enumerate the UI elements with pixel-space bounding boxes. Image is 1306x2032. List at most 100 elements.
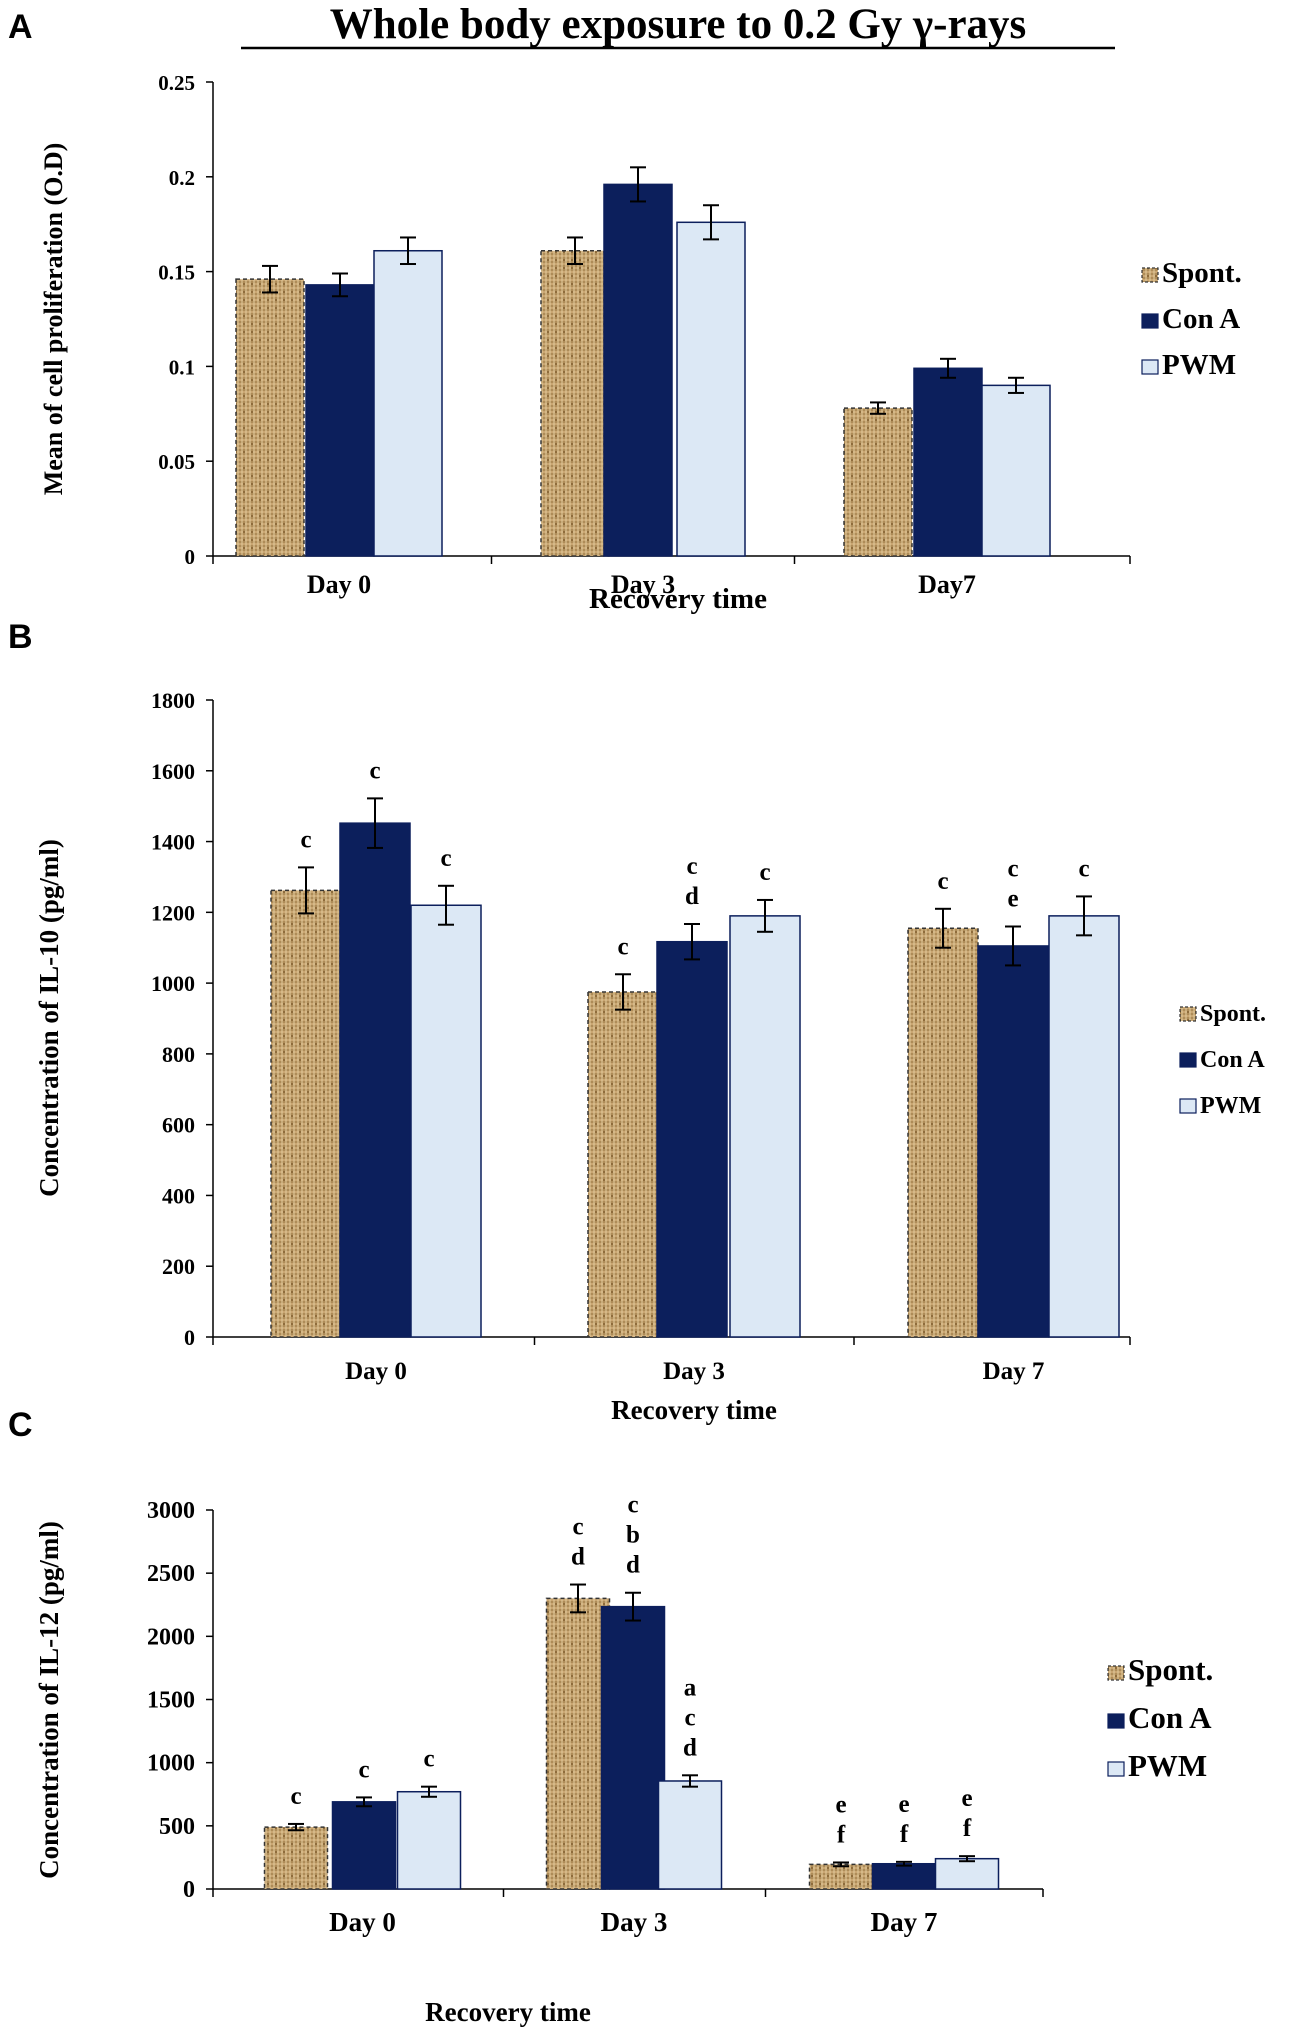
panel-c-legend-label-cona: Con A [1128,1700,1212,1735]
panel-c-legend-label-pwm: PWM [1128,1748,1207,1783]
panel-b-bar-cona-2 [656,940,728,1338]
panel-b-bar-spont-2 [587,991,659,1338]
panel-label-c: C [8,1406,33,1444]
panel-b-bar-pwm-2 [729,915,801,1338]
panel-b-sig-letter: c [617,933,628,960]
panel-c-bar-cona-2 [600,1605,666,1890]
panel-a-bar-cona-2 [603,183,673,557]
panel-b-sig-letter: c [440,845,451,872]
panel-c-y-tick-label: 2500 [147,1561,195,1587]
panel-b-legend-label-spont: Spont. [1200,1001,1266,1027]
panel-c-legend-swatch-spont [1107,1665,1125,1681]
panel-b-sig-letter: c [300,826,311,853]
panel-b-legend-swatch-pwm [1179,1098,1197,1114]
panel-a-x-axis-title: Recovery time [589,583,767,615]
panel-label-b: B [8,618,33,656]
panel-c-sig-letter: e [961,1785,972,1812]
panel-a-legend-label-pwm: PWM [1162,349,1236,381]
panel-a-y-tick-label: 0.05 [158,450,195,474]
panel-c-y-tick-label: 3000 [147,1498,195,1524]
figure-title: Whole body exposure to 0.2 Gy γ-rays [330,1,1027,48]
panel-b-y-tick-label: 1400 [151,830,195,855]
panel-c-sig-letter: c [572,1514,583,1541]
panel-c-bar-cona-3 [871,1862,937,1890]
panel-c-sig-letter: c [358,1756,369,1783]
panel-c-legend-swatch-pwm [1107,1761,1125,1777]
panel-c-y-tick-label: 500 [159,1814,195,1840]
panel-b-sig-letter: e [1007,885,1018,912]
panel-c-sig-letter: c [290,1783,301,1810]
panel-b-sig-letter: c [937,868,948,895]
panel-b-y-tick-label: 200 [162,1254,195,1279]
panel-c-sig-letter: f [837,1821,846,1848]
panel-b-legend-swatch-cona [1179,1052,1197,1068]
panel-b-bar-cona-3 [977,945,1049,1338]
panel-c-y-tick-label: 2000 [147,1624,195,1650]
panel-c-y-tick-label: 0 [183,1877,195,1903]
panel-b-y-tick-label: 1800 [151,688,195,713]
panel-c-category-label: Day 3 [601,1907,668,1937]
panel-a-bar-pwm-2 [676,221,746,557]
panel-c-y-tick-label: 1500 [147,1688,195,1714]
panel-b-y-tick-label: 1000 [151,971,195,996]
panel-a-y-tick-label: 0.25 [158,71,195,95]
panel-b-sig-letter: c [759,859,770,886]
panel-a-legend-swatch-cona [1141,313,1159,329]
panel-b-sig-letter: c [1078,855,1089,882]
panel-a-legend-label-spont: Spont. [1162,257,1242,289]
panel-c-sig-letter: f [900,1821,909,1848]
panel-b-category-label: Day 3 [663,1358,725,1385]
panel-a-legend-label-cona: Con A [1162,303,1240,335]
panel-c-sig-letter: d [683,1734,697,1761]
panel-b-legend-label-cona: Con A [1200,1047,1265,1073]
panel-b-x-axis-title: Recovery time [611,1395,777,1425]
panel-c-bar-spont-1 [263,1826,329,1890]
panel-b-sig-letter: c [686,853,697,880]
panel-b-sig-letter: c [1007,855,1018,882]
panel-b-bar-pwm-1 [410,904,482,1338]
panel-b-y-tick-label: 400 [162,1183,195,1208]
panel-a-category-label: Day7 [918,570,976,599]
panel-c-sig-letter: d [626,1552,640,1579]
panel-c-sig-letter: c [627,1492,638,1519]
panel-b-legend-swatch-spont [1179,1006,1197,1022]
panel-a-y-tick-label: 0.2 [169,166,195,190]
panel-b-bar-spont-3 [907,927,979,1338]
panel-b-y-tick-label: 1200 [151,900,195,925]
panel-a-y-tick-label: 0.1 [169,355,195,379]
panel-c-bar-pwm-3 [934,1857,1000,1890]
panel-b-sig-letter: d [685,883,699,910]
panel-label-a: A [8,8,33,46]
panel-c-x-axis-title: Recovery time [425,1997,591,2027]
panel-c-bar-spont-2 [545,1597,611,1890]
panel-c-sig-letter: e [835,1791,846,1818]
panel-a-bar-spont-1 [235,278,305,557]
panel-b-bar-pwm-3 [1048,915,1120,1338]
panel-b-y-axis-title: Concentration of IL-10 (pg/ml) [34,839,64,1197]
panel-c-category-label: Day 7 [871,1907,938,1937]
panel-c-sig-letter: b [626,1522,640,1549]
panel-c-bar-cona-1 [331,1801,397,1890]
panel-c-sig-letter: d [571,1544,585,1571]
panel-c-bar-pwm-2 [657,1780,723,1890]
panel-c-sig-letter: f [963,1815,972,1842]
panel-b-bar-cona-1 [339,822,411,1338]
panel-b-legend-label-pwm: PWM [1200,1093,1261,1119]
panel-a-bar-cona-3 [913,367,983,557]
panel-c-sig-letter: c [684,1704,695,1731]
panel-b-category-label: Day 7 [983,1358,1045,1385]
panel-c-legend-label-spont: Spont. [1128,1652,1213,1687]
panel-b-bar-spont-1 [270,889,342,1338]
panel-b-y-tick-label: 800 [162,1042,195,1067]
panel-c-bar-pwm-1 [396,1790,462,1890]
panel-c-y-tick-label: 1000 [147,1751,195,1777]
panel-a-category-label: Day 0 [307,570,371,599]
panel-a-bar-pwm-1 [373,249,443,557]
panel-c-y-axis-title: Concentration of IL-12 (pg/ml) [34,1521,64,1879]
panel-b-sig-letter: c [369,757,380,784]
panel-a-bar-cona-1 [305,284,375,557]
panel-a-y-axis-title: Mean of cell proliferation (O.D) [39,143,68,496]
panel-b-y-tick-label: 600 [162,1113,195,1138]
panel-a-category-label: Day 3 [611,570,675,599]
panel-a-y-tick-label: 0 [185,545,196,569]
